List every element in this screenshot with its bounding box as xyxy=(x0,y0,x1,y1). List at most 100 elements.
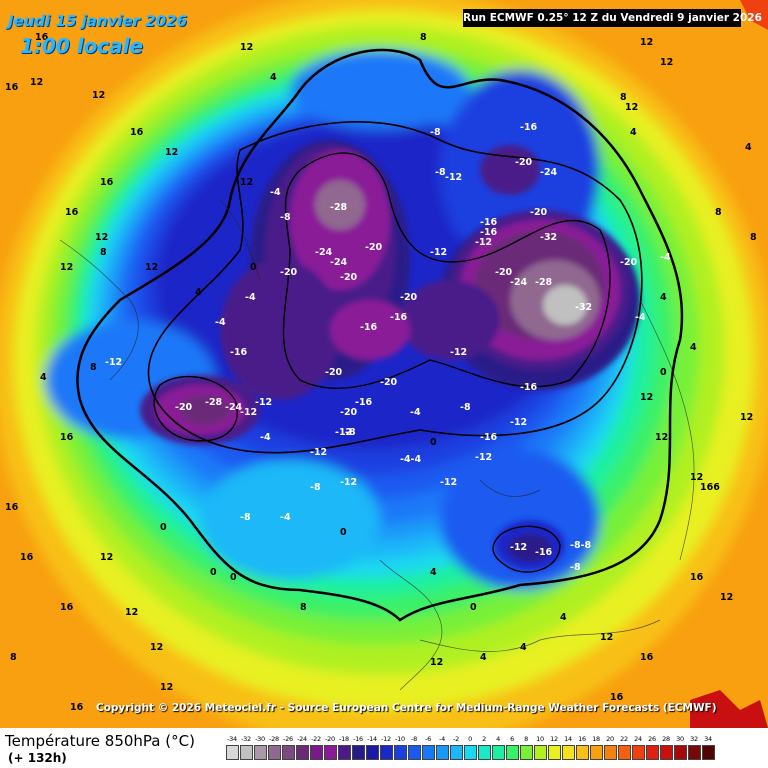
legend-item: -34 xyxy=(225,733,239,767)
legend-swatch xyxy=(561,745,575,760)
isotherm-value-label: -4 xyxy=(660,252,671,263)
legend-item: 28 xyxy=(659,733,673,767)
isotherm-value-label: -8 xyxy=(460,402,471,413)
isotherm-value-label: -16 xyxy=(480,217,498,228)
legend-label: -10 xyxy=(395,735,405,743)
legend-swatch xyxy=(603,745,617,760)
isotherm-value-label: 12 xyxy=(145,262,158,273)
legend-label: 22 xyxy=(620,735,628,743)
isotherm-value-label: 8 xyxy=(10,652,17,663)
legend-label: 20 xyxy=(606,735,614,743)
isotherm-value-label: -8 xyxy=(430,127,441,138)
forecast-time: 1:00 locale xyxy=(20,34,144,58)
legend-item: 26 xyxy=(645,733,659,767)
footer-bar: Température 850hPa (°C) (+ 132h) -34 -32-… xyxy=(0,728,768,768)
isotherm-value-label: 12 xyxy=(240,177,253,188)
isotherm-value-label: 12 xyxy=(125,607,138,618)
isotherm-value-label: -8 xyxy=(435,167,446,178)
legend-label: -8 xyxy=(411,735,417,743)
legend-swatch xyxy=(393,745,407,760)
isotherm-value-label: -12 xyxy=(510,542,527,553)
isotherm-value-label: 12 xyxy=(430,657,443,668)
legend-label: 34 xyxy=(704,735,712,743)
legend-item: -2 xyxy=(449,733,463,767)
legend-swatch xyxy=(519,745,533,760)
legend-swatch xyxy=(365,745,379,760)
isotherm-value-label: -12 xyxy=(430,247,447,258)
legend-label: 16 xyxy=(578,735,586,743)
isotherm-value-label: -4 xyxy=(260,432,271,443)
legend-label: -28 xyxy=(269,735,279,743)
isotherm-value-label: -24 xyxy=(540,167,558,178)
legend-swatch xyxy=(477,745,491,760)
legend-swatch xyxy=(659,745,673,760)
isotherm-value-label: 166 xyxy=(700,482,720,493)
legend-label: 6 xyxy=(510,735,514,743)
isotherm-value-label: 16 xyxy=(610,692,624,703)
legend-label: -18 xyxy=(339,735,349,743)
legend-label: -22 xyxy=(311,735,321,743)
isotherm-value-label: -16 xyxy=(520,122,538,133)
isotherm-value-label: -8 xyxy=(310,482,321,493)
isotherm-value-label: -12 xyxy=(475,452,492,463)
isotherm-value-label: 16 xyxy=(130,127,144,138)
isotherm-value-label: 12 xyxy=(660,57,673,68)
legend-swatch xyxy=(533,745,547,760)
legend-swatch xyxy=(239,745,253,760)
isotherm-value-label: 12 xyxy=(720,592,733,603)
legend-item: 12 xyxy=(547,733,561,767)
legend-swatch xyxy=(379,745,393,760)
legend-item: -8 xyxy=(407,733,421,767)
legend-label: -2 xyxy=(453,735,459,743)
isotherm-value-label: -20 xyxy=(175,402,193,413)
legend-swatch xyxy=(645,745,659,760)
isotherm-value-label: -12 xyxy=(310,447,327,458)
isotherm-value-label: 4 xyxy=(195,287,202,298)
legend-item: 10 xyxy=(533,733,547,767)
isotherm-value-label: 8 xyxy=(715,207,722,218)
legend-label: -6 xyxy=(425,735,431,743)
temperature-map: 12 12 12 12 12 12 12 12 12 12 12 12 12 12 12 12 12 12 12 12… xyxy=(0,0,768,728)
isotherm-value-label: -12 xyxy=(255,397,272,408)
isotherm-value-label: -20 xyxy=(325,367,343,378)
isotherm-value-label: 12 xyxy=(92,90,105,101)
isotherm-value-label: -28 xyxy=(535,277,553,288)
color-legend: -34 -32 -30 -28 -26 -24 -22 -20 -18 -16 -14 -12 -10-… xyxy=(225,733,715,767)
isotherm-value-label: 4 xyxy=(520,642,527,653)
isotherm-value-label: -12 xyxy=(340,477,357,488)
isotherm-europe-core xyxy=(492,525,561,573)
legend-item: 16 xyxy=(575,733,589,767)
isotherm-value-label: -4 xyxy=(635,312,646,323)
isotherm-value-label: 16 xyxy=(65,207,79,218)
legend-label: -32 xyxy=(241,735,251,743)
isotherm-value-label: -24 xyxy=(225,402,243,413)
isotherm-value-label: -12 xyxy=(450,347,467,358)
isotherm-value-label: 16 xyxy=(690,572,704,583)
isotherm-value-label: 16 xyxy=(60,432,74,443)
isotherm-value-label: -4 xyxy=(270,187,281,198)
isotherm-value-label: 12 xyxy=(655,432,668,443)
legend-swatch xyxy=(421,745,435,760)
hot-patch-corner xyxy=(740,0,768,30)
legend-swatch xyxy=(687,745,701,760)
isotherm-value-label: 12 xyxy=(30,77,43,88)
isotherm-value-label: -8 xyxy=(345,427,356,438)
isotherm-value-label: 12 xyxy=(60,262,73,273)
isotherm-value-label: 4 xyxy=(660,292,667,303)
legend-label: -4 xyxy=(439,735,445,743)
isotherm-value-label: -12 xyxy=(105,357,122,368)
legend-swatch xyxy=(407,745,421,760)
isotherm-value-label: 0 xyxy=(210,567,217,578)
isotherm-value-label: 8 xyxy=(420,32,427,43)
legend-label: -24 xyxy=(297,735,307,743)
legend-swatch xyxy=(491,745,505,760)
isotherm-value-label: -20 xyxy=(380,377,398,388)
legend-item: 8 xyxy=(519,733,533,767)
legend-label: -12 xyxy=(381,735,391,743)
legend-swatch xyxy=(701,745,715,760)
isotherm-value-label: 8 xyxy=(620,92,627,103)
isotherm-value-label: 16 xyxy=(5,82,19,93)
legend-item: 24 xyxy=(631,733,645,767)
legend-label: -34 xyxy=(227,735,237,743)
legend-label: 24 xyxy=(634,735,642,743)
